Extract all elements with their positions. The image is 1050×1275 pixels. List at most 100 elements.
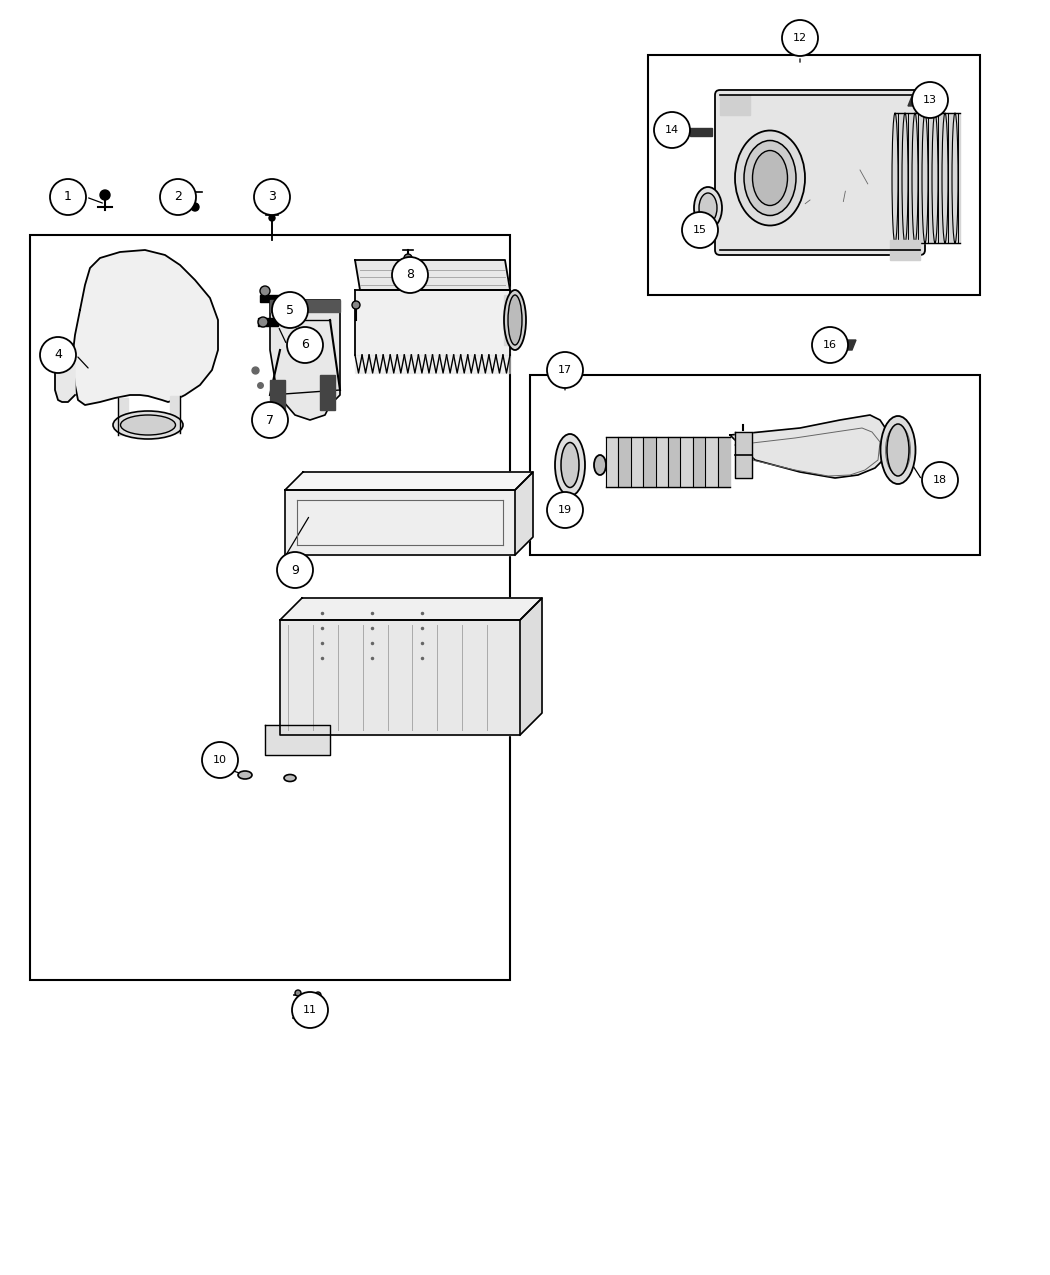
Polygon shape <box>72 250 218 405</box>
Polygon shape <box>270 300 340 312</box>
Ellipse shape <box>504 289 526 351</box>
Text: 4: 4 <box>54 348 62 362</box>
Text: 5: 5 <box>286 303 294 316</box>
Ellipse shape <box>735 130 805 226</box>
Ellipse shape <box>238 771 252 779</box>
Polygon shape <box>908 96 938 106</box>
Polygon shape <box>644 437 655 487</box>
Text: 14: 14 <box>665 125 679 135</box>
Text: 3: 3 <box>268 190 276 204</box>
Circle shape <box>100 190 110 200</box>
Polygon shape <box>258 317 278 326</box>
Circle shape <box>254 179 290 215</box>
Text: 6: 6 <box>301 338 309 352</box>
Polygon shape <box>730 414 890 478</box>
Polygon shape <box>928 98 940 115</box>
Polygon shape <box>355 260 510 289</box>
Ellipse shape <box>508 295 522 346</box>
Polygon shape <box>706 437 717 487</box>
Polygon shape <box>717 437 730 487</box>
Polygon shape <box>280 598 542 620</box>
Ellipse shape <box>912 113 918 244</box>
Polygon shape <box>720 96 750 115</box>
Text: 17: 17 <box>558 365 572 375</box>
Text: 10: 10 <box>213 755 227 765</box>
Text: 1: 1 <box>64 190 72 204</box>
Ellipse shape <box>694 187 722 230</box>
Circle shape <box>260 286 270 296</box>
Polygon shape <box>514 472 533 555</box>
Circle shape <box>922 462 958 499</box>
Polygon shape <box>355 289 510 354</box>
Polygon shape <box>280 620 520 734</box>
Circle shape <box>682 212 718 249</box>
Polygon shape <box>118 398 128 435</box>
Polygon shape <box>170 397 180 434</box>
Circle shape <box>272 292 308 328</box>
Text: 7: 7 <box>266 413 274 427</box>
Bar <box>530 375 980 555</box>
Ellipse shape <box>744 140 796 215</box>
Ellipse shape <box>594 455 606 476</box>
Polygon shape <box>680 437 693 487</box>
Polygon shape <box>826 340 856 351</box>
Ellipse shape <box>113 411 183 439</box>
Circle shape <box>160 179 196 215</box>
Text: 11: 11 <box>303 1005 317 1015</box>
Polygon shape <box>655 437 668 487</box>
Polygon shape <box>895 113 960 244</box>
Polygon shape <box>270 380 285 414</box>
Polygon shape <box>618 437 631 487</box>
Ellipse shape <box>942 113 948 244</box>
Ellipse shape <box>555 434 585 496</box>
Text: 2: 2 <box>174 190 182 204</box>
Circle shape <box>40 337 76 374</box>
Circle shape <box>258 317 268 326</box>
Circle shape <box>912 82 948 119</box>
Bar <box>30 235 510 980</box>
Text: 18: 18 <box>933 476 947 484</box>
Circle shape <box>547 352 583 388</box>
Polygon shape <box>520 598 542 734</box>
Ellipse shape <box>699 193 717 223</box>
Polygon shape <box>890 240 920 260</box>
Text: 15: 15 <box>693 224 707 235</box>
Polygon shape <box>320 375 335 411</box>
Circle shape <box>315 992 321 998</box>
FancyBboxPatch shape <box>715 91 925 255</box>
Text: 9: 9 <box>291 564 299 576</box>
Circle shape <box>404 254 412 261</box>
Circle shape <box>269 215 275 221</box>
Circle shape <box>654 112 690 148</box>
Text: 12: 12 <box>793 33 807 43</box>
Ellipse shape <box>753 150 788 205</box>
Ellipse shape <box>284 774 296 782</box>
Polygon shape <box>668 437 680 487</box>
Polygon shape <box>260 295 280 302</box>
Polygon shape <box>504 295 520 346</box>
Circle shape <box>352 301 360 309</box>
Polygon shape <box>265 725 330 755</box>
Circle shape <box>202 742 238 778</box>
Text: 19: 19 <box>558 505 572 515</box>
Text: 16: 16 <box>823 340 837 351</box>
Polygon shape <box>285 472 533 490</box>
Ellipse shape <box>892 113 898 244</box>
Ellipse shape <box>121 414 175 435</box>
Bar <box>648 55 980 295</box>
Circle shape <box>782 20 818 56</box>
Polygon shape <box>735 432 752 478</box>
Ellipse shape <box>561 442 579 487</box>
Polygon shape <box>270 300 340 419</box>
Polygon shape <box>55 354 75 402</box>
Circle shape <box>295 989 301 996</box>
Ellipse shape <box>881 416 916 484</box>
Polygon shape <box>631 437 644 487</box>
Circle shape <box>252 402 288 439</box>
Ellipse shape <box>887 425 909 476</box>
Circle shape <box>292 992 328 1028</box>
Text: 13: 13 <box>923 96 937 105</box>
Circle shape <box>392 258 428 293</box>
Ellipse shape <box>922 113 928 244</box>
Polygon shape <box>606 437 618 487</box>
